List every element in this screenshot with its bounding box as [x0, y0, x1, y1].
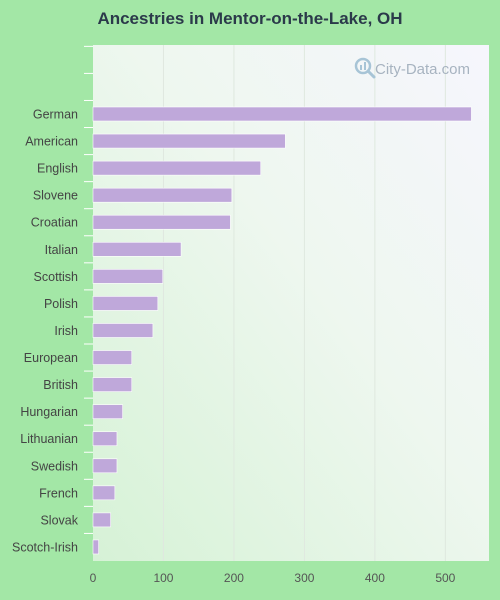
x-tick-label: 500 [435, 571, 455, 585]
category-label: Swedish [31, 459, 78, 473]
bar-british [92, 377, 133, 392]
bars [92, 106, 472, 555]
bar-hungarian [92, 404, 123, 419]
bar-scotch-irish [92, 539, 99, 555]
x-tick-labels: 0 100 200 300 400 500 [90, 571, 456, 585]
category-labels: German American English Slovene Croatian Ital… [12, 108, 79, 555]
watermark: City-Data.com [354, 57, 470, 79]
x-tick-label: 0 [90, 571, 97, 585]
category-label: Polish [44, 297, 78, 311]
y-axis-ticks [84, 45, 93, 534]
category-label: Italian [45, 243, 78, 257]
category-label: American [25, 135, 78, 149]
bar-european [92, 350, 133, 365]
bar-swedish [92, 458, 118, 474]
bar-french [92, 485, 116, 501]
category-label: French [39, 486, 78, 500]
grid-lines [162, 45, 446, 561]
bar-irish [92, 323, 154, 338]
bar-scottish [92, 269, 164, 284]
bar-english [92, 160, 262, 176]
plot-area [93, 45, 489, 561]
bar-german [92, 106, 472, 122]
category-label: Slovene [33, 189, 78, 203]
bar-american [92, 133, 286, 149]
category-label: European [24, 351, 78, 365]
x-tick-label: 100 [153, 571, 173, 585]
chart-title: Ancestries in Mentor-on-the-Lake, OH [97, 9, 403, 28]
bar-croatian [92, 214, 231, 230]
bar-lithuanian [92, 431, 118, 447]
bar-polish [92, 296, 159, 311]
search-magnifier-icon [354, 57, 376, 79]
category-label: English [37, 162, 78, 176]
watermark-text: City-Data.com [375, 61, 470, 78]
category-label: Croatian [31, 216, 78, 230]
category-label: Irish [54, 324, 78, 338]
category-label: Hungarian [20, 405, 78, 419]
category-label: British [43, 378, 78, 392]
x-tick-label: 300 [294, 571, 314, 585]
category-label: Scotch-Irish [12, 540, 78, 554]
bar-italian [92, 242, 182, 257]
bar-slovak [92, 512, 111, 528]
category-label: Slovak [40, 513, 78, 527]
category-label: Scottish [34, 270, 79, 284]
x-tick-label: 400 [365, 571, 385, 585]
category-label: Lithuanian [20, 432, 78, 446]
x-tick-label: 200 [224, 571, 244, 585]
bar-slovene [92, 187, 233, 203]
category-label: German [33, 108, 78, 122]
